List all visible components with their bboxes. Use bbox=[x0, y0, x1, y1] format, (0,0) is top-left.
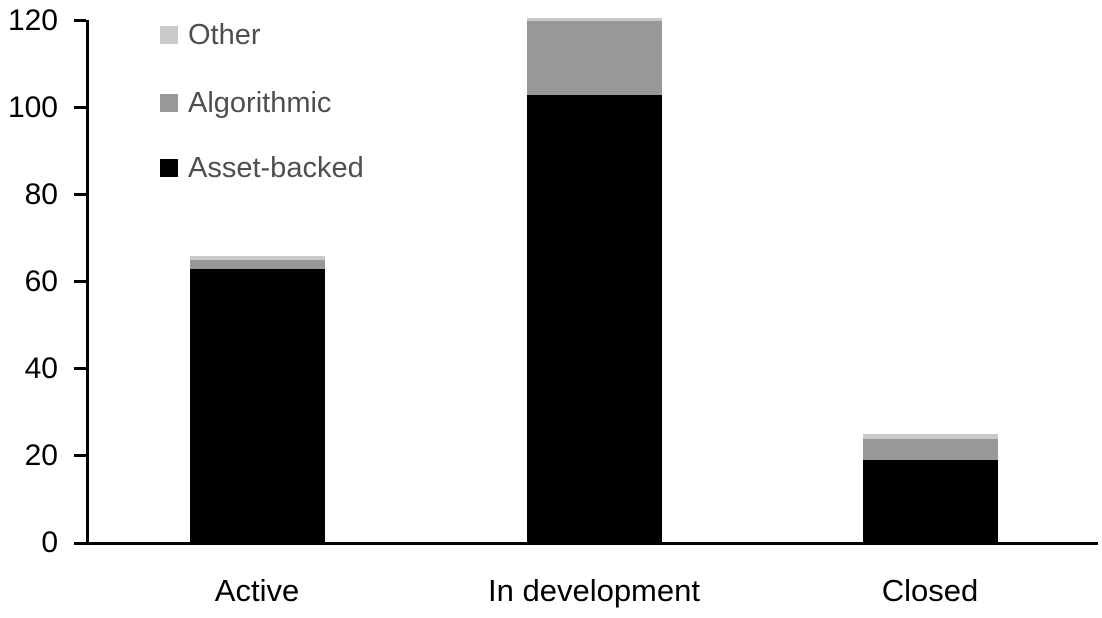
bar-segment-algorithmic bbox=[526, 20, 662, 95]
legend-swatch-icon bbox=[160, 26, 178, 44]
legend-swatch-icon bbox=[160, 94, 178, 112]
y-axis-tick bbox=[74, 106, 86, 110]
legend-label: Other bbox=[188, 19, 261, 51]
bar-segment-other bbox=[862, 434, 998, 439]
y-tick-label: 80 bbox=[24, 177, 58, 211]
y-tick-label: 100 bbox=[7, 90, 58, 124]
y-tick-label: 40 bbox=[24, 351, 58, 385]
bar-in-development bbox=[526, 18, 662, 543]
legend-swatch-icon bbox=[160, 159, 178, 177]
y-axis-tick bbox=[74, 367, 86, 371]
bar-segment-asset-backed bbox=[862, 460, 998, 543]
legend-item-algorithmic: Algorithmic bbox=[160, 87, 332, 119]
y-tick-label: 120 bbox=[7, 3, 58, 37]
legend-label: Asset-backed bbox=[188, 152, 364, 184]
y-axis-tick bbox=[74, 193, 86, 197]
y-axis-tick bbox=[74, 19, 86, 22]
bar-segment-algorithmic bbox=[189, 259, 325, 269]
y-axis-tick bbox=[74, 280, 86, 284]
y-axis-tick bbox=[74, 454, 86, 458]
x-category-label: Active bbox=[214, 573, 300, 608]
bar-segment-other bbox=[526, 18, 662, 21]
legend-label: Algorithmic bbox=[188, 87, 332, 119]
legend-item-other: Other bbox=[160, 19, 261, 51]
legend-item-asset-backed: Asset-backed bbox=[160, 152, 364, 184]
bar-segment-asset-backed bbox=[189, 268, 325, 543]
x-category-label: In development bbox=[488, 573, 700, 608]
y-tick-label: 20 bbox=[24, 438, 58, 472]
bar-segment-asset-backed bbox=[526, 94, 662, 543]
bar-active bbox=[189, 255, 325, 543]
bar-closed bbox=[862, 434, 998, 543]
x-axis-line bbox=[74, 542, 1098, 545]
y-axis-line bbox=[86, 19, 89, 543]
y-tick-label: 0 bbox=[41, 526, 58, 559]
bar-segment-algorithmic bbox=[862, 438, 998, 461]
bar-segment-other bbox=[189, 255, 325, 260]
y-tick-label: 60 bbox=[24, 264, 58, 298]
x-category-label: Closed bbox=[881, 573, 979, 608]
